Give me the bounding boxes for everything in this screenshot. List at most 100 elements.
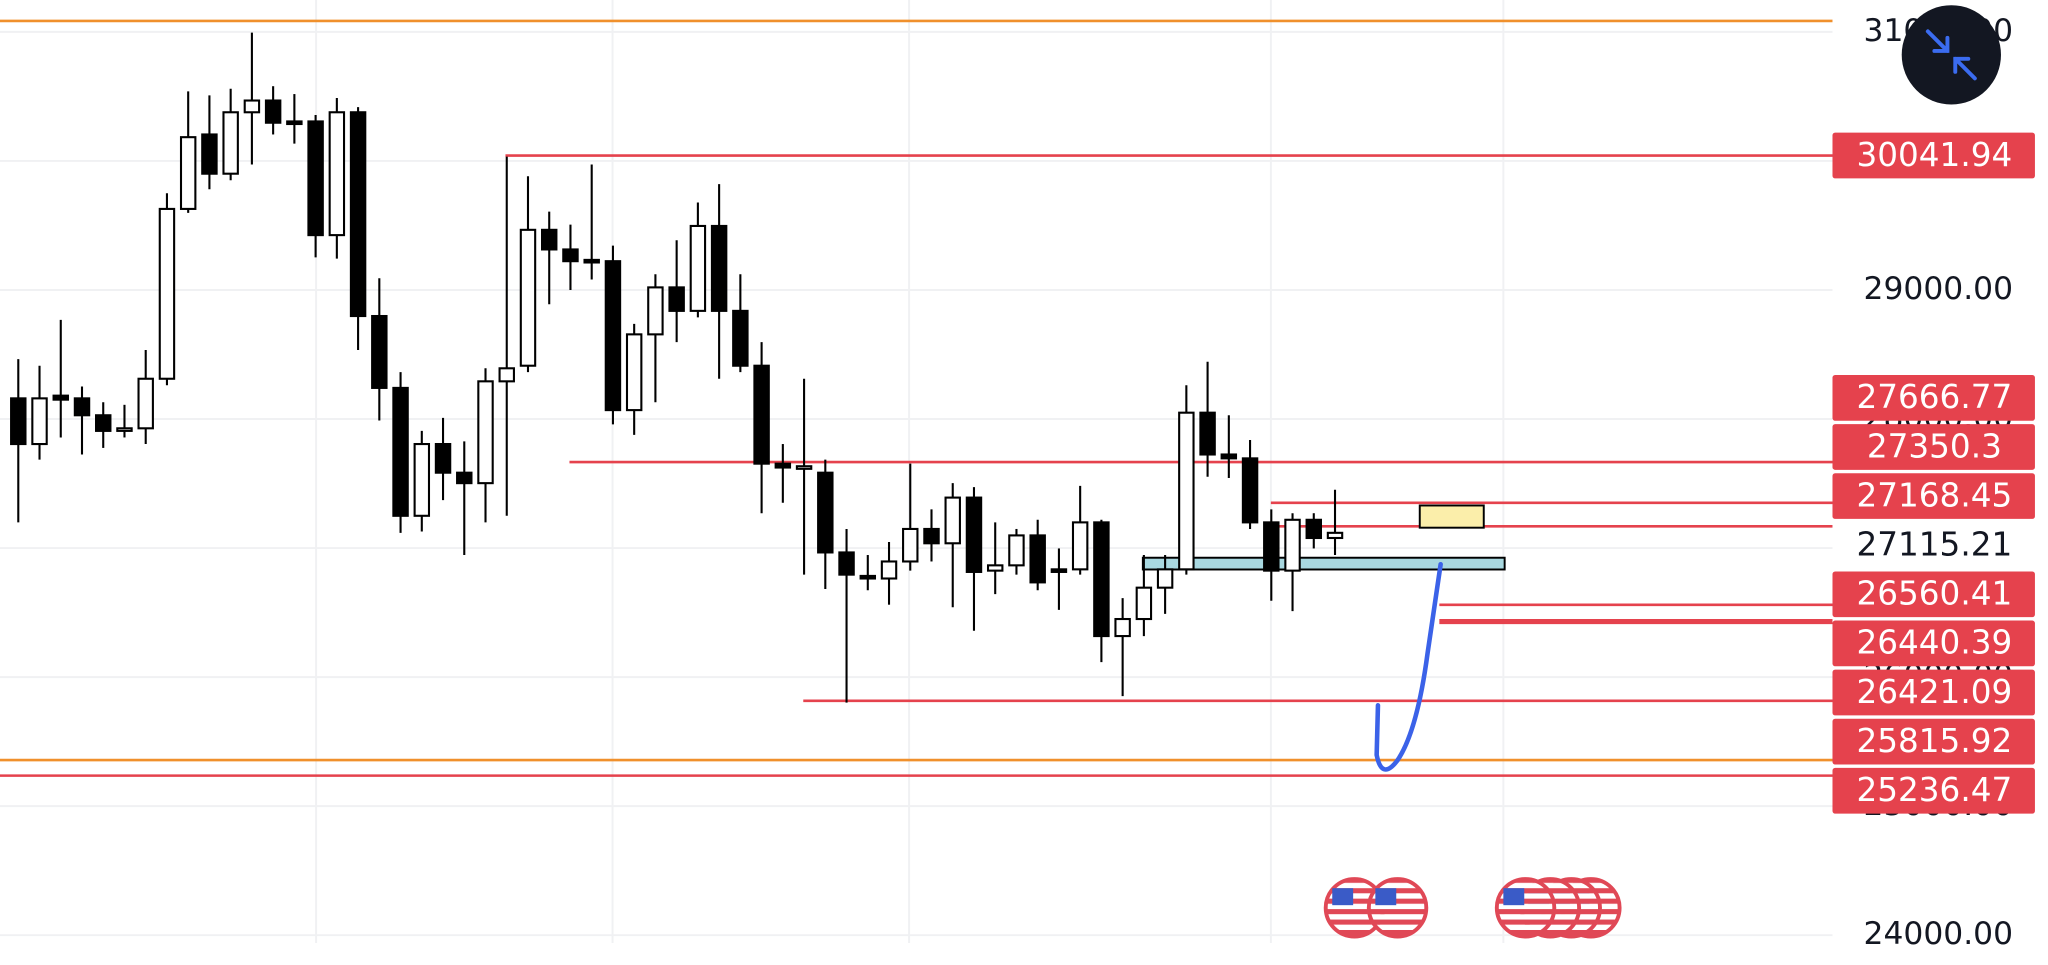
- level-label: 25236.47: [1856, 771, 2012, 809]
- level-label-box: [1832, 669, 2035, 716]
- candle-body: [519, 228, 537, 367]
- level-label: 27168.45: [1856, 476, 2012, 514]
- level-label: 30041.94: [1856, 136, 2012, 174]
- candle-body: [1220, 453, 1238, 460]
- candle-body: [923, 527, 940, 545]
- candle-body: [95, 414, 112, 432]
- candle-body: [859, 574, 877, 580]
- level-label: 26560.41: [1856, 575, 2012, 613]
- candle-body: [604, 260, 622, 412]
- candle-body: [583, 258, 600, 264]
- candle-body: [1326, 531, 1344, 540]
- candle-body: [562, 248, 579, 263]
- candle-body: [434, 442, 452, 474]
- level-label-box: [1832, 473, 2035, 519]
- candles: [10, 32, 1344, 703]
- candle-body: [710, 224, 728, 312]
- vertical-grid: [315, 0, 1505, 944]
- candle-body: [1199, 411, 1216, 456]
- candle-body: [986, 564, 1004, 572]
- candle-body: [137, 377, 154, 430]
- candle-body: [477, 380, 494, 485]
- candle-body: [753, 364, 770, 465]
- candle-body: [1135, 586, 1153, 621]
- candle-body: [328, 111, 346, 237]
- candle-body: [264, 99, 282, 124]
- candle-body: [349, 111, 367, 318]
- candle-body: [1263, 521, 1280, 572]
- candle-body: [10, 397, 27, 446]
- candle-body: [243, 99, 261, 114]
- last-price-label-box: [1832, 522, 2035, 569]
- level-label-box: [1832, 132, 2035, 179]
- drawn-path: [1374, 561, 1443, 772]
- last-price-label: 27115.21: [1856, 525, 2012, 563]
- candle-body: [540, 228, 558, 251]
- level-label: 25815.92: [1856, 722, 2012, 760]
- event-icons: [1323, 877, 1622, 939]
- level-label-box: [1832, 767, 2035, 814]
- us-flag-icon: [1494, 877, 1557, 939]
- candle-body: [1071, 521, 1089, 571]
- candle-body: [668, 286, 685, 312]
- minimize-button[interactable]: [1901, 5, 2001, 105]
- candle-body: [795, 465, 813, 470]
- candle-body: [286, 120, 303, 126]
- candle-body: [392, 386, 409, 517]
- candle-body: [1241, 457, 1259, 524]
- price-labels: 30041.94 27666.77 27350.3 27168.45 27115.21 2…: [1832, 132, 2035, 814]
- candle-body: [307, 120, 324, 237]
- candle-body: [817, 471, 834, 554]
- level-label-box: [1832, 571, 2035, 618]
- level-lines: [0, 19, 1833, 777]
- horizontal-grid: [0, 30, 1833, 937]
- candle-body: [1156, 568, 1174, 589]
- candle-body: [179, 136, 197, 210]
- target-box: [1418, 504, 1485, 529]
- candle-body: [52, 394, 69, 401]
- level-label-box: [1832, 718, 2035, 765]
- candle-body: [625, 333, 643, 412]
- candle-body: [456, 471, 473, 485]
- candle-body: [73, 397, 91, 417]
- candle-body: [371, 314, 388, 389]
- candle-body: [201, 133, 218, 175]
- level-label-box: [1832, 374, 2035, 421]
- candle-body: [413, 442, 431, 517]
- level-label-box: [1832, 424, 2035, 470]
- level-label: 27350.3: [1867, 427, 2002, 465]
- candle-body: [965, 496, 983, 573]
- candle-body: [902, 527, 919, 563]
- candle-body: [1114, 617, 1131, 638]
- candle-body: [774, 462, 792, 469]
- candle-body: [31, 397, 48, 446]
- candle-body: [880, 560, 898, 580]
- candle-body: [116, 427, 133, 432]
- candle-body: [689, 224, 707, 312]
- candle-body: [222, 111, 239, 175]
- candle-body: [647, 286, 664, 336]
- y-tick-label: 24000.00: [1864, 916, 2013, 952]
- zone-box: [1141, 556, 1506, 571]
- candle-body: [1029, 534, 1046, 584]
- candle-body: [1178, 411, 1195, 571]
- drawings: [1141, 504, 1506, 571]
- candle-body: [158, 207, 176, 380]
- candle-body: [1093, 521, 1110, 638]
- candle-body: [498, 367, 515, 383]
- candle-body: [838, 551, 855, 576]
- us-flag-icon: [1366, 877, 1429, 939]
- level-label-box: [1832, 620, 2035, 667]
- candle-body: [1305, 518, 1323, 540]
- candle-body: [1008, 534, 1025, 567]
- level-label: 26440.39: [1856, 624, 2012, 662]
- y-tick-label: 29000.00: [1864, 271, 2013, 307]
- candle-body: [1284, 518, 1301, 572]
- candle-body: [944, 496, 961, 545]
- candle-body: [1050, 568, 1068, 573]
- level-label: 26421.09: [1856, 673, 2012, 711]
- level-label: 27666.77: [1856, 378, 2012, 416]
- candle-body: [732, 309, 749, 367]
